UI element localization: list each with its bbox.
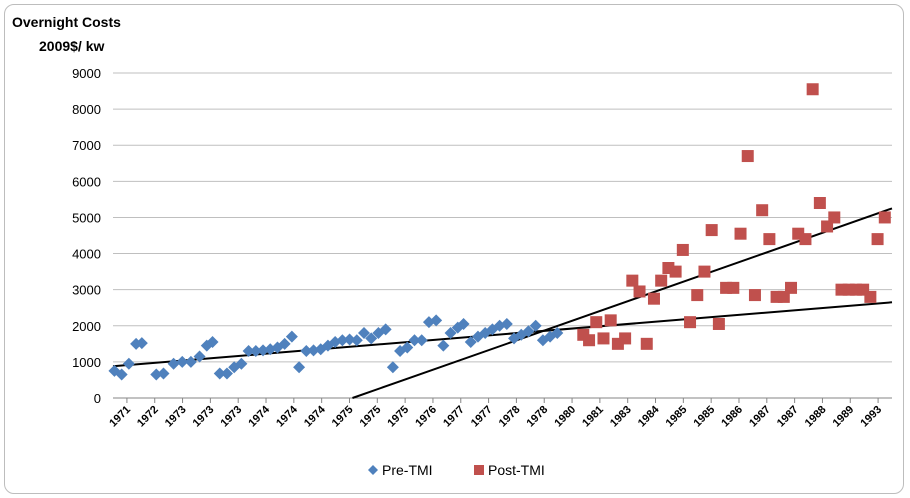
y-tick-label: 4000 xyxy=(72,247,101,262)
post-tmi-point xyxy=(605,314,617,326)
y-tick-label: 0 xyxy=(94,391,101,406)
x-tick-label: 1983 xyxy=(608,404,634,430)
post-tmi-point xyxy=(634,285,646,297)
x-tick-label: 1972 xyxy=(135,404,161,430)
y-tick-label: 3000 xyxy=(72,283,101,298)
x-tick-label: 1973 xyxy=(163,404,189,430)
y-tick-label: 2000 xyxy=(72,319,101,334)
post-tmi-point xyxy=(799,233,811,245)
x-axis-ticks: 1971 1972 1973 1973 1973 1974 1974 1974 1975 1975… xyxy=(107,398,884,429)
post-tmi-point xyxy=(619,332,631,344)
post-tmi-point xyxy=(583,334,595,346)
post-tmi-point xyxy=(597,332,609,344)
pre-tmi-point xyxy=(123,358,135,370)
legend-marker-post-tmi xyxy=(474,465,484,475)
x-tick-label: 1993 xyxy=(858,404,884,430)
post-tmi-point xyxy=(735,228,747,240)
x-tick-label: 1985 xyxy=(664,404,690,430)
x-tick-label: 1975 xyxy=(358,404,384,430)
x-tick-label: 1985 xyxy=(691,404,717,430)
x-tick-label: 1977 xyxy=(469,404,495,430)
post-tmi-point xyxy=(698,266,710,278)
y-tick-label: 1000 xyxy=(72,355,101,370)
post-tmi-point xyxy=(756,204,768,216)
post-tmi-point xyxy=(626,275,638,287)
x-tick-label: 1974 xyxy=(274,403,300,429)
post-tmi-point xyxy=(641,338,653,350)
post-tmi-point xyxy=(684,316,696,328)
x-tick-label: 1976 xyxy=(413,404,439,430)
y-tick-label: 9000 xyxy=(72,66,101,81)
post-tmi-point xyxy=(706,224,718,236)
x-tick-label: 1973 xyxy=(191,404,217,430)
post-tmi-point xyxy=(879,211,891,223)
x-tick-label: 1988 xyxy=(803,404,829,430)
x-tick-label: 1986 xyxy=(719,404,745,430)
x-tick-label: 1973 xyxy=(219,404,245,430)
post-tmi-point xyxy=(807,83,819,95)
pre-tmi-point xyxy=(168,358,180,370)
x-tick-label: 1975 xyxy=(330,404,356,430)
x-tick-label: 1978 xyxy=(525,404,551,430)
x-tick-label: 1977 xyxy=(441,404,467,430)
x-tick-label: 1971 xyxy=(107,404,133,430)
post-tmi-point xyxy=(670,266,682,278)
legend-marker-pre-tmi xyxy=(368,465,378,475)
pre-tmi-point xyxy=(387,361,399,373)
x-tick-label: 1987 xyxy=(775,404,801,430)
x-tick-label: 1975 xyxy=(385,404,411,430)
post-tmi-point xyxy=(763,233,775,245)
post-tmi-point xyxy=(590,316,602,328)
y-tick-label: 6000 xyxy=(72,174,101,189)
x-tick-label: 1978 xyxy=(497,404,523,430)
post-tmi-point xyxy=(814,197,826,209)
post-tmi-point xyxy=(749,289,761,301)
pre-tmi-point xyxy=(286,331,298,343)
post-tmi-point xyxy=(648,293,660,305)
y-tick-label: 5000 xyxy=(72,210,101,225)
y-tick-label: 7000 xyxy=(72,138,101,153)
post-tmi-point xyxy=(828,211,840,223)
post-tmi-point xyxy=(785,282,797,294)
post-tmi-point xyxy=(677,244,689,256)
pre-tmi-point xyxy=(293,361,305,373)
data-points xyxy=(108,83,890,380)
pre-tmi-point xyxy=(437,340,449,352)
legend-label: Post-TMI xyxy=(488,462,545,478)
pre-tmi-point xyxy=(351,334,363,346)
pre-tmi-point xyxy=(416,334,428,346)
post-tmi-point xyxy=(655,275,667,287)
post-tmi-point xyxy=(691,289,703,301)
x-tick-label: 1984 xyxy=(636,403,662,429)
legend: Pre-TMI Post-TMI xyxy=(368,462,545,478)
post-tmi-point xyxy=(864,291,876,303)
pre-tmi-point xyxy=(157,367,169,379)
post-tmi-point xyxy=(727,282,739,294)
x-tick-label: 1980 xyxy=(552,404,578,430)
post-tmi-point xyxy=(713,318,725,330)
y-axis-ticks: 0 1000 2000 3000 4000 5000 6000 7000 8000 9000 xyxy=(72,66,101,406)
trendline xyxy=(113,302,892,366)
x-tick-label: 1989 xyxy=(831,404,857,430)
post-tmi-point xyxy=(872,233,884,245)
x-tick-label: 1981 xyxy=(580,404,606,430)
x-tick-label: 1974 xyxy=(246,403,272,429)
y-tick-label: 8000 xyxy=(72,102,101,117)
x-tick-label: 1987 xyxy=(747,404,773,430)
x-tick-label: 1974 xyxy=(302,403,328,429)
post-tmi-point xyxy=(742,150,754,162)
legend-label: Pre-TMI xyxy=(382,462,433,478)
